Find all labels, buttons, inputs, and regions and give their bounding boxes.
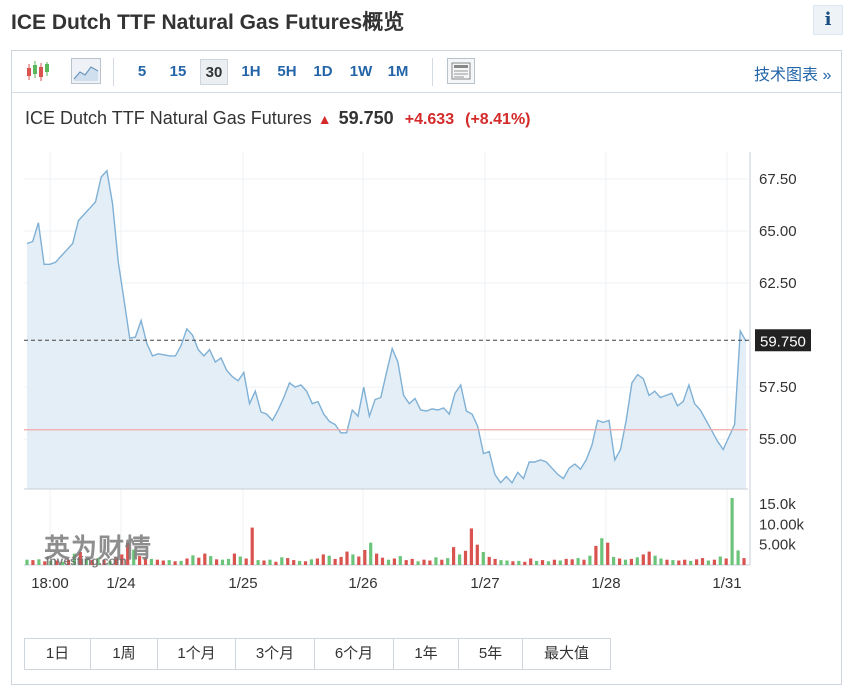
interval-15[interactable]: 15: [169, 63, 187, 80]
range-6m[interactable]: 6个月: [315, 639, 394, 669]
price-change-percent: (+8.41%): [465, 111, 531, 128]
last-price: 59.750: [338, 108, 394, 128]
page-title: ICE Dutch TTF Natural Gas Futures概览: [11, 11, 405, 34]
range-1m[interactable]: 1个月: [158, 639, 236, 669]
interval-1w[interactable]: 1W: [349, 63, 373, 80]
range-3m[interactable]: 3个月: [236, 639, 315, 669]
watermark-cn: 英为财情: [44, 533, 153, 563]
price-change: +4.633: [404, 111, 455, 128]
interval-5[interactable]: 5: [137, 63, 147, 80]
range-selector: 1日 1周 1个月 3个月 6个月 1年 5年 最大值: [24, 638, 611, 670]
interval-1d[interactable]: 1D: [313, 63, 333, 80]
interval-1m[interactable]: 1M: [387, 63, 409, 80]
candlestick-icon[interactable]: [24, 58, 50, 84]
toolbar-divider: [113, 58, 114, 86]
interval-5h[interactable]: 5H: [277, 63, 297, 80]
chart-frame: [11, 50, 842, 685]
technical-chart-link[interactable]: 技术图表 »: [754, 67, 832, 84]
watermark-en: Investing.com: [46, 554, 127, 568]
area-chart-icon[interactable]: [71, 58, 101, 84]
instrument-name: ICE Dutch TTF Natural Gas Futures: [25, 108, 312, 128]
range-1d[interactable]: 1日: [25, 639, 91, 669]
up-arrow-icon: ▲: [317, 111, 332, 127]
info-button[interactable]: i: [813, 5, 843, 35]
interval-1h[interactable]: 1H: [241, 63, 261, 80]
range-5y[interactable]: 5年: [459, 639, 523, 669]
chart-toolbar: 5 15 30 1H 5H 1D 1W 1M: [12, 51, 841, 93]
range-max[interactable]: 最大值: [523, 639, 610, 669]
interval-30[interactable]: 30: [200, 59, 228, 85]
range-1w[interactable]: 1周: [91, 639, 158, 669]
news-overlay-icon[interactable]: [447, 58, 475, 84]
range-1y[interactable]: 1年: [394, 639, 459, 669]
investing-watermark: 英为财情 Investing.com: [44, 528, 153, 568]
toolbar-divider: [432, 58, 433, 86]
quote-line: ICE Dutch TTF Natural Gas Futures ▲ 59.75…: [25, 108, 531, 129]
